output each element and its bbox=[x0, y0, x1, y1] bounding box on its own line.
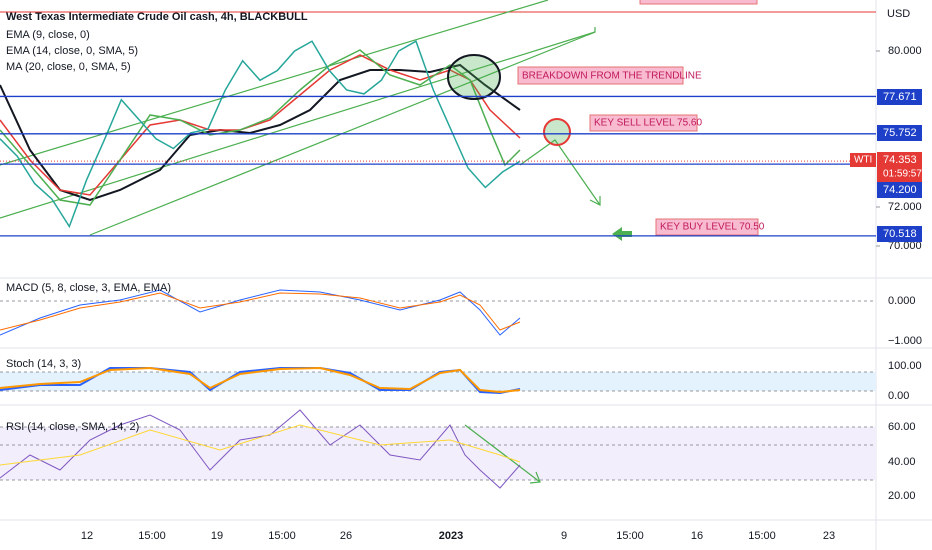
time-label: 2023 bbox=[439, 530, 463, 542]
level-tag bbox=[877, 125, 922, 141]
level-tag-label: 77.671 bbox=[883, 91, 917, 103]
stoch-d bbox=[0, 366, 521, 394]
macd-line bbox=[0, 289, 521, 336]
pane-title: MACD (5, 8, close, 3, EMA, EMA) bbox=[6, 282, 171, 294]
price-tick-label: 72.000 bbox=[888, 201, 922, 213]
time-label: 15:00 bbox=[138, 530, 166, 542]
time-label: 12 bbox=[81, 530, 93, 542]
indicator-legend: MA (20, close, 0, SMA, 5) bbox=[6, 61, 131, 73]
last-price-label: 74.353 bbox=[883, 154, 917, 166]
level-tag-label: 75.752 bbox=[883, 127, 917, 139]
rsi-ma bbox=[0, 424, 521, 466]
time-label: 9 bbox=[561, 530, 567, 542]
pane-tick-label: 40.00 bbox=[888, 456, 916, 468]
annotation-box bbox=[655, 218, 759, 236]
time-label: 16 bbox=[691, 530, 703, 542]
time-label: 19 bbox=[211, 530, 223, 542]
indicator-legend: EMA (14, close, 0, SMA, 5) bbox=[6, 45, 138, 57]
annotation: KEY SELL LEVEL 75.60 bbox=[594, 118, 702, 129]
pane-tick-label: −1.000 bbox=[888, 335, 922, 347]
time-label: 15:00 bbox=[748, 530, 776, 542]
rsi-line bbox=[0, 409, 521, 489]
pane-title: RSI (14, close, SMA, 14, 2) bbox=[6, 421, 139, 433]
time-label: 23 bbox=[823, 530, 835, 542]
price-tick-label: 70.000 bbox=[888, 240, 922, 252]
currency-label: USD bbox=[887, 8, 910, 20]
pane-tick-label: 0.000 bbox=[888, 295, 916, 307]
pane-tick-label: 100.00 bbox=[888, 360, 922, 372]
price-tick-label: 80.000 bbox=[888, 45, 922, 57]
annotation-box bbox=[639, 0, 758, 5]
time-label: 15:00 bbox=[616, 530, 644, 542]
time-label: 26 bbox=[340, 530, 352, 542]
sell-circle bbox=[543, 118, 571, 146]
symbol-tag bbox=[850, 153, 876, 167]
pane-tick-label: 0.00 bbox=[888, 390, 909, 402]
pane-tick-label: 20.00 bbox=[888, 490, 916, 502]
pane-tick-label: 60.00 bbox=[888, 421, 916, 433]
macd-signal bbox=[0, 292, 521, 331]
symbol-tag-label: WTI bbox=[854, 155, 872, 166]
rsi-band bbox=[0, 427, 876, 480]
annotation-box bbox=[517, 66, 684, 85]
level-tag-label: 70.518 bbox=[883, 228, 917, 240]
time-label: 15:00 bbox=[268, 530, 296, 542]
symbol-title: West Texas Intermediate Crude Oil cash, … bbox=[6, 11, 308, 23]
annotation: KEY BUY LEVEL 70.50 bbox=[660, 222, 765, 233]
indicator-legend: EMA (9, close, 0) bbox=[6, 29, 90, 41]
level-tag bbox=[877, 89, 922, 105]
stoch-band bbox=[0, 372, 876, 391]
pane-title: Stoch (14, 3, 3) bbox=[6, 358, 81, 370]
annotation: BREAKDOWN FROM THE TRENDLINE bbox=[522, 71, 702, 82]
price-line bbox=[0, 40, 521, 229]
buy-arrow bbox=[612, 227, 632, 241]
ma-line bbox=[0, 63, 521, 202]
countdown-label: 01:59:57 bbox=[883, 169, 922, 180]
annotation-box bbox=[589, 114, 698, 132]
level-tag-label: 74.200 bbox=[883, 184, 917, 196]
level-tag bbox=[877, 226, 922, 242]
last-price-tag bbox=[877, 152, 922, 182]
breakdown-circle bbox=[447, 54, 501, 100]
level-tag bbox=[877, 182, 922, 198]
ema-9-line bbox=[0, 49, 521, 206]
